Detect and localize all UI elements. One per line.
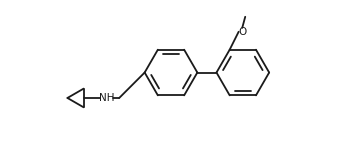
Text: O: O — [238, 27, 246, 37]
Text: NH: NH — [99, 93, 115, 103]
